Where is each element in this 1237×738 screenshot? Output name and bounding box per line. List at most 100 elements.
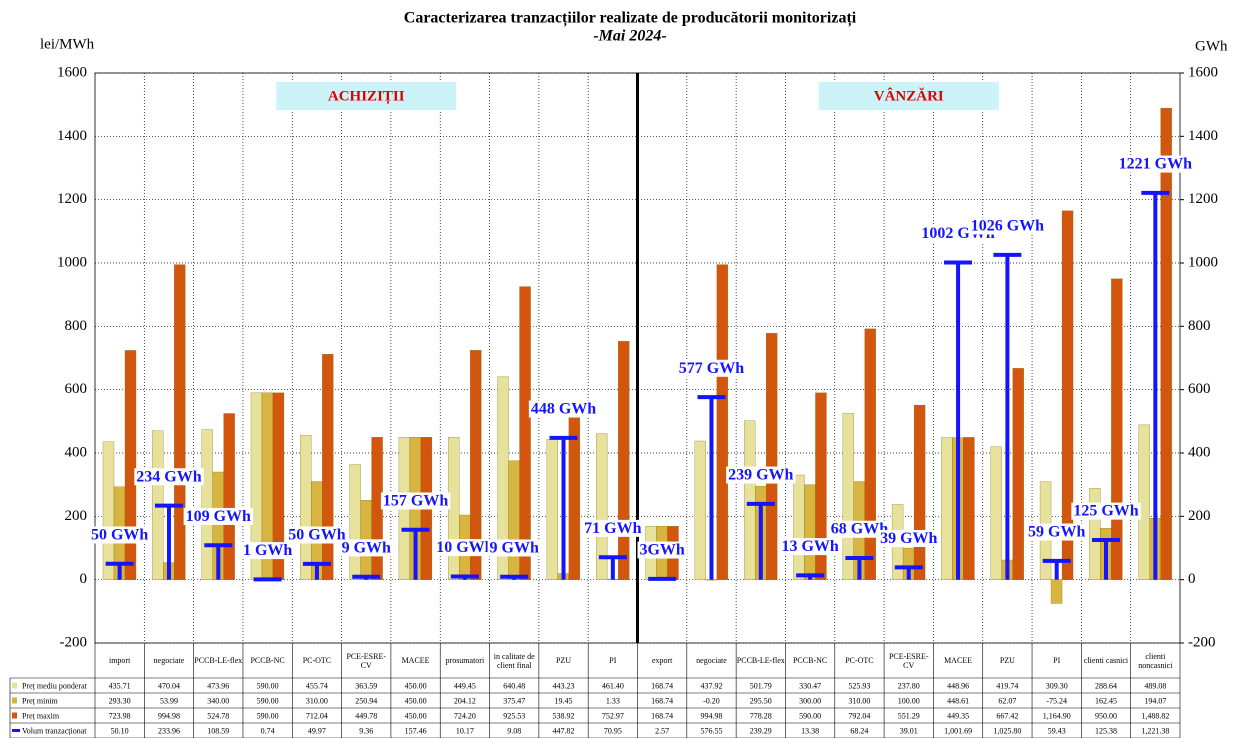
volume-annotation: 1221 GWh — [1119, 156, 1192, 173]
legend-label: Preț mediu ponderat — [22, 681, 88, 690]
bar — [546, 439, 559, 580]
chart-subtitle: -Mai 2024- — [593, 28, 666, 45]
table-cell: 461.40 — [602, 681, 624, 690]
bar — [1111, 278, 1123, 580]
table-cell: 13.38 — [801, 726, 819, 735]
table-cell: 524.78 — [207, 711, 229, 720]
table-cell: 53.99 — [160, 696, 178, 705]
table-cell: 450.00 — [405, 681, 427, 690]
table-cell: 925.53 — [503, 711, 525, 720]
table-cell: 363.59 — [355, 681, 377, 690]
table-cell: 310.00 — [848, 696, 870, 705]
bar — [596, 433, 608, 580]
table-cell: 501.79 — [750, 681, 772, 690]
y2-tick-label: 800 — [1188, 318, 1211, 334]
bar — [694, 440, 706, 580]
volume-annotation: 234 GWh — [136, 468, 201, 485]
bar — [201, 429, 213, 580]
volume-mark — [598, 555, 627, 580]
legend-swatch — [12, 712, 17, 719]
volume-annotation: 157 GWh — [383, 492, 448, 509]
table-cell: 449.35 — [947, 711, 969, 720]
legend-label: Volum tranzacționat — [22, 726, 87, 735]
bar — [963, 437, 975, 580]
x-tick-label-box: PCE-ESRE-CV — [889, 652, 929, 670]
table-cell: 10.17 — [456, 726, 474, 735]
table-cell: 450.00 — [405, 711, 427, 720]
annotation-bg — [1026, 523, 1088, 541]
bar — [349, 464, 361, 580]
x-tick-label: PCE-ESRE-CV — [346, 651, 387, 670]
annotation-bg — [779, 538, 841, 556]
table-cell: 576.55 — [700, 726, 722, 735]
volume-mark — [154, 503, 183, 580]
table-cell: 590.00 — [257, 681, 279, 690]
volume-mark — [500, 574, 529, 580]
table-cell: 443.23 — [553, 681, 575, 690]
y2-axis-label: GWh — [1195, 38, 1228, 54]
y2-tick-label: 200 — [1188, 508, 1211, 524]
volume-annotation: 9 GWh — [342, 539, 391, 556]
table-cell: -75.24 — [1046, 696, 1067, 705]
table-cell: 640.48 — [503, 681, 525, 690]
table-cell: 449.78 — [355, 711, 377, 720]
legend-label: Preț minim — [22, 696, 59, 705]
volume-annotation: 577 GWh — [679, 360, 744, 377]
x-tick-label-box: import — [109, 656, 130, 665]
y2-tick-label: 1400 — [1188, 128, 1218, 144]
x-tick-label: PCCB-LE-flex — [736, 656, 785, 665]
bar — [815, 392, 827, 580]
x-tick-label: PZU — [555, 656, 572, 665]
annotation-bg — [183, 507, 254, 525]
table-cell: 590.00 — [257, 696, 279, 705]
annotation-bg — [676, 359, 747, 377]
table-cell: 1.33 — [606, 696, 620, 705]
table-cell: 330.47 — [799, 681, 821, 690]
volume-annotation: 68 GWh — [831, 521, 888, 538]
annotation-bg — [726, 466, 796, 484]
y2-tick-label: 0 — [1188, 571, 1196, 587]
bar — [705, 579, 717, 581]
y-tick-label: 600 — [65, 381, 88, 397]
volume-annotation: 50 GWh — [91, 526, 148, 543]
x-tick-label-box: in calitate de client final — [493, 651, 535, 670]
volume-mark — [746, 501, 775, 580]
bar — [223, 413, 235, 580]
table-cell: 448.61 — [947, 696, 969, 705]
x-tick-label-box: negociate — [154, 656, 185, 665]
table-cell: 489.08 — [1144, 681, 1166, 690]
table-cell: 2.57 — [655, 726, 669, 735]
table-cell: 590.00 — [257, 711, 279, 720]
volume-mark — [648, 576, 677, 581]
table-cell: 59.43 — [1048, 726, 1066, 735]
volume-annotation: 71 GWh — [584, 520, 641, 537]
volume-mark — [352, 574, 381, 580]
volume-mark — [204, 543, 233, 580]
volume-mark — [549, 435, 578, 580]
table-cell: 70.95 — [604, 726, 622, 735]
y2-tick-label: 1000 — [1188, 254, 1218, 270]
volume-annotation: 9 GWh — [490, 539, 539, 556]
bar — [716, 264, 728, 580]
table-cell: 310.00 — [306, 696, 328, 705]
section-box — [276, 82, 457, 110]
annotation-bg — [380, 492, 451, 510]
table-cell: 994.98 — [700, 711, 722, 720]
bar — [804, 484, 816, 580]
volume-annotation: 10 GWh — [436, 539, 493, 556]
table-cell: 375.47 — [503, 696, 525, 705]
table-cell: 994.98 — [158, 711, 180, 720]
table-cell: 293.30 — [109, 696, 131, 705]
x-tick-label: MACEE — [401, 656, 430, 665]
y2-tick-label: 600 — [1188, 381, 1211, 397]
annotation-bg — [286, 526, 348, 544]
bar — [300, 435, 312, 580]
y2-tick-label: 1200 — [1188, 191, 1218, 207]
volume-mark — [796, 573, 825, 580]
bar — [864, 328, 876, 580]
table-cell: 340.00 — [207, 696, 229, 705]
x-tick-label: in calitate de client final — [493, 651, 535, 670]
bar — [743, 420, 756, 580]
table-cell: 162.45 — [1095, 696, 1117, 705]
volume-annotation: 13 GWh — [781, 538, 838, 555]
